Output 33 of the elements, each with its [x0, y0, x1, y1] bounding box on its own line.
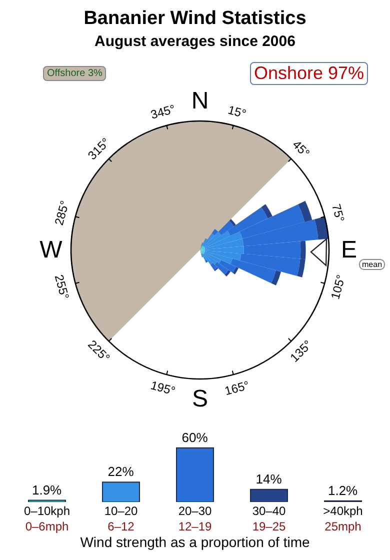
- text: W: [40, 236, 63, 264]
- text: August averages since 2006: [94, 33, 296, 50]
- bar: [102, 482, 140, 502]
- text: 105°: [328, 273, 348, 301]
- x-tick-label: 30–40 19–25: [252, 504, 286, 534]
- text: 255°: [52, 273, 72, 301]
- text: 225°: [85, 337, 113, 365]
- bar: [250, 488, 288, 502]
- data-label: 1.9%: [32, 482, 62, 498]
- text: N: [191, 88, 209, 114]
- x-axis-title: Wind strength as a proportion of time: [80, 534, 310, 550]
- text: 165°: [223, 378, 251, 398]
- text: 195°: [149, 378, 177, 398]
- text: Bananier Wind Statistics: [82, 8, 308, 30]
- data-label: 14%: [256, 471, 282, 486]
- x-tick-label: >40kph 25mph: [323, 504, 363, 534]
- text: Onshore 97%: [250, 62, 368, 85]
- text: E: [340, 236, 358, 264]
- data-label: 1.2%: [328, 482, 358, 498]
- text: 15°: [226, 102, 248, 122]
- text: mean: [359, 259, 386, 270]
- data-label: 60%: [182, 430, 208, 445]
- x-tick-label: 10–20 6–12: [104, 504, 138, 534]
- data-label: 22%: [108, 464, 134, 480]
- x-tick-label: 0–10kph 0–6mph: [24, 504, 70, 534]
- x-tick-label: 20–30 12–19: [178, 504, 212, 534]
- text: 75°: [329, 202, 348, 224]
- text: 45°: [290, 138, 313, 160]
- text: 345°: [149, 102, 177, 122]
- text: 285°: [52, 199, 72, 227]
- bar: [176, 447, 214, 502]
- text: Offshore 3%: [43, 66, 106, 81]
- text: S: [192, 386, 208, 412]
